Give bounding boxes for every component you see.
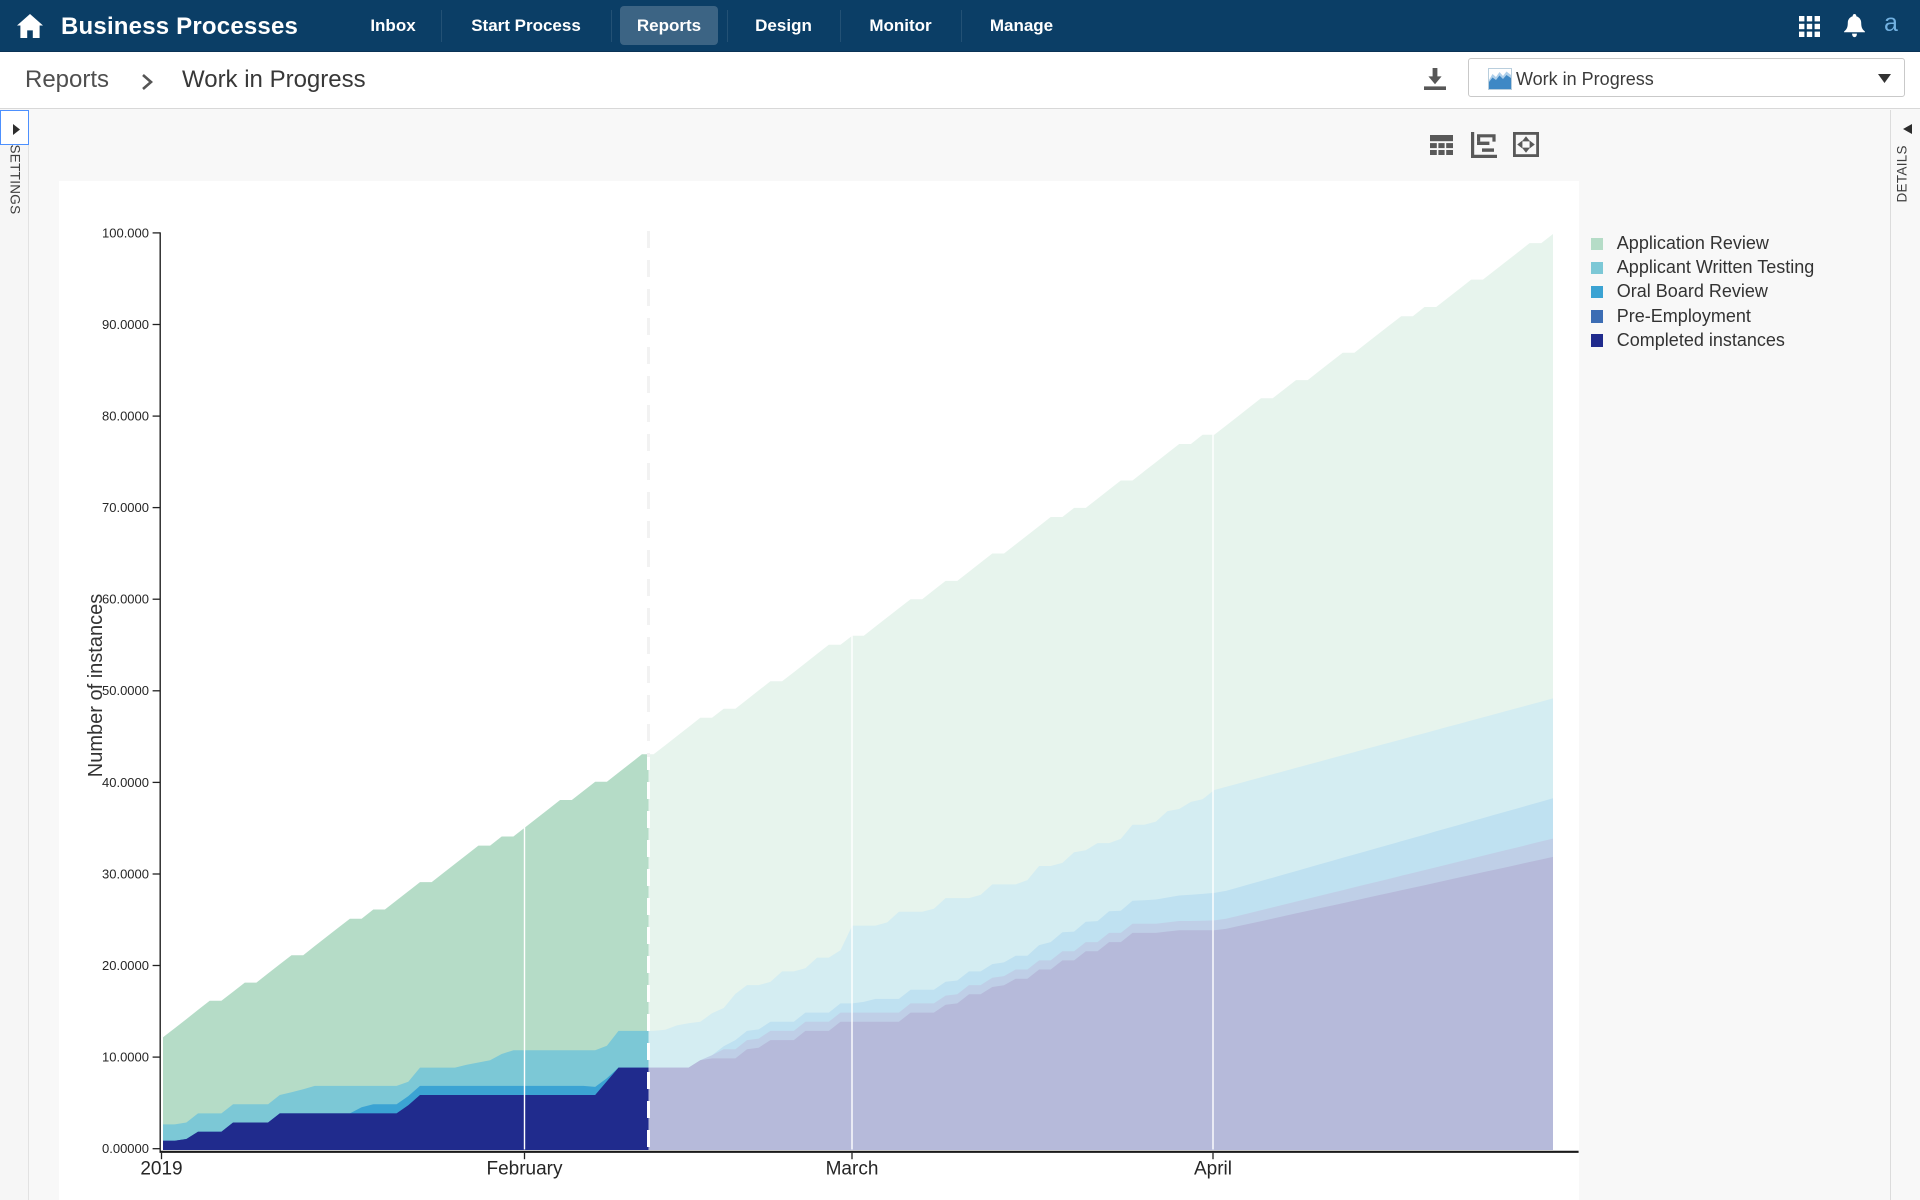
svg-text:30.0000: 30.0000: [102, 866, 149, 881]
svg-text:80.0000: 80.0000: [102, 409, 149, 424]
svg-text:50.0000: 50.0000: [102, 683, 149, 698]
svg-text:2019: 2019: [140, 1159, 182, 1180]
svg-text:60.0000: 60.0000: [102, 592, 149, 607]
svg-text:February: February: [486, 1159, 563, 1180]
svg-text:March: March: [826, 1159, 879, 1180]
svg-text:Number of instances: Number of instances: [85, 594, 107, 777]
svg-text:70.0000: 70.0000: [102, 500, 149, 515]
svg-text:April: April: [1194, 1159, 1232, 1180]
svg-text:100.000: 100.000: [102, 225, 149, 240]
svg-text:90.0000: 90.0000: [102, 317, 149, 332]
svg-text:10.0000: 10.0000: [102, 1050, 149, 1065]
svg-text:0.00000: 0.00000: [102, 1141, 149, 1156]
svg-text:20.0000: 20.0000: [102, 958, 149, 973]
svg-text:40.0000: 40.0000: [102, 775, 149, 790]
